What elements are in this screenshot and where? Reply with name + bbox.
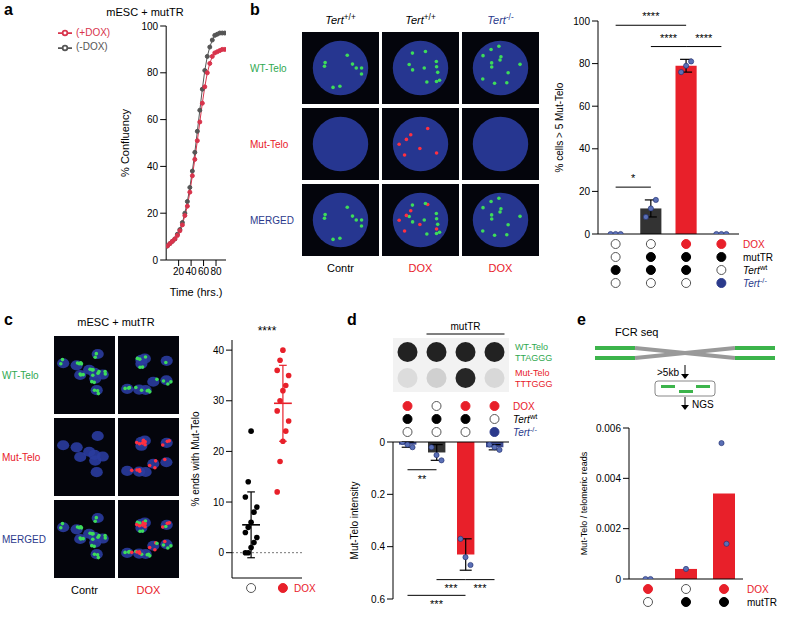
svg-text:WT-Telo: WT-Telo — [250, 63, 287, 74]
svg-text:DOX: DOX — [294, 583, 316, 594]
svg-text:MERGED: MERGED — [2, 534, 46, 545]
svg-text:mutTR: mutTR — [747, 597, 777, 608]
svg-text:Tert+/+: Tert+/+ — [405, 13, 436, 26]
svg-text:0: 0 — [615, 574, 621, 585]
html-text:c: c — [4, 311, 13, 328]
svg-text:80: 80 — [210, 266, 222, 277]
svg-text:FCR seq: FCR seq — [615, 326, 658, 338]
svg-text:mutTR: mutTR — [743, 252, 773, 263]
svg-text:40: 40 — [213, 345, 225, 356]
svg-text:100: 100 — [141, 22, 158, 32]
svg-text:Tert-/-: Tert-/- — [487, 13, 514, 26]
svg-text:40: 40 — [579, 143, 591, 154]
svg-text:DOX: DOX — [743, 239, 765, 250]
svg-text:***: *** — [474, 582, 488, 594]
html-text:e: e — [577, 311, 586, 328]
svg-text:*: * — [631, 172, 636, 184]
svg-text:0.6: 0.6 — [371, 594, 385, 605]
svg-text:DOX: DOX — [747, 584, 769, 595]
svg-text:80: 80 — [579, 58, 591, 69]
svg-text:****: **** — [642, 10, 660, 22]
svg-text:DOX: DOX — [409, 262, 434, 274]
svg-text:****: **** — [695, 32, 713, 44]
svg-text:0: 0 — [218, 547, 224, 558]
svg-text:0: 0 — [379, 437, 385, 448]
svg-text:% cells > 5 Mut-Telo: % cells > 5 Mut-Telo — [554, 82, 565, 172]
svg-text:Mut-TeloTTTGGG: Mut-TeloTTTGGG — [515, 368, 553, 389]
html-text:(+DOX): (+DOX) — [76, 27, 111, 38]
svg-text:Contr: Contr — [327, 262, 354, 274]
svg-text:>5kb: >5kb — [657, 367, 679, 378]
svg-text:***: *** — [430, 598, 444, 610]
svg-text:NGS: NGS — [692, 399, 714, 410]
svg-text:20: 20 — [173, 266, 185, 277]
svg-text:0: 0 — [153, 255, 159, 266]
svg-text:Tert+/+: Tert+/+ — [325, 13, 356, 26]
svg-text:60: 60 — [579, 101, 591, 112]
svg-text:0: 0 — [584, 229, 590, 240]
svg-text:DOX: DOX — [513, 401, 535, 412]
svg-text:Time (hrs.): Time (hrs.) — [170, 286, 223, 298]
svg-text:Mut-Telo: Mut-Telo — [250, 139, 289, 150]
svg-text:100: 100 — [573, 16, 590, 27]
svg-text:WT-Telo: WT-Telo — [2, 370, 39, 381]
html-text:b: b — [250, 1, 260, 18]
svg-text:Mut-Telo / telomeric reads: Mut-Telo / telomeric reads — [579, 451, 589, 555]
svg-text:80: 80 — [147, 67, 159, 78]
svg-text:40: 40 — [186, 266, 198, 277]
svg-text:10: 10 — [213, 497, 225, 508]
svg-text:0.006: 0.006 — [596, 423, 621, 434]
svg-text:60: 60 — [198, 266, 210, 277]
svg-text:0.004: 0.004 — [596, 473, 621, 484]
svg-text:60: 60 — [147, 114, 159, 125]
svg-text:Mut-Telo: Mut-Telo — [2, 452, 41, 463]
svg-text:***: *** — [445, 582, 459, 594]
svg-text:Tert-/-: Tert-/- — [743, 276, 767, 289]
svg-text:20: 20 — [579, 186, 591, 197]
svg-text:MERGED: MERGED — [250, 215, 294, 226]
svg-text:20: 20 — [213, 446, 225, 457]
svg-text:Mut-Telo intensity: Mut-Telo intensity — [349, 482, 360, 560]
html-text:d: d — [347, 311, 357, 328]
svg-text:****: **** — [258, 324, 277, 338]
svg-text:% ends with Mut-Telo: % ends with Mut-Telo — [190, 411, 201, 506]
svg-text:Tert-/-: Tert-/- — [513, 425, 537, 438]
svg-text:0.2: 0.2 — [371, 489, 385, 500]
svg-text:% Confluency: % Confluency — [119, 109, 131, 177]
svg-text:mutTR: mutTR — [451, 321, 481, 332]
svg-text:WT-TeloTTAGGG: WT-TeloTTAGGG — [515, 342, 552, 363]
svg-text:0.4: 0.4 — [371, 541, 385, 552]
svg-text:Contr: Contr — [71, 584, 98, 596]
svg-text:DOX: DOX — [137, 584, 162, 596]
svg-text:****: **** — [660, 32, 678, 44]
svg-text:DOX: DOX — [489, 262, 514, 274]
svg-text:Tertwt: Tertwt — [743, 263, 768, 276]
svg-text:0.002: 0.002 — [596, 523, 621, 534]
svg-text:mESC + mutTR: mESC + mutTR — [77, 316, 154, 328]
html-text:mESC + mutTR: mESC + mutTR — [106, 6, 184, 18]
svg-text:40: 40 — [147, 161, 159, 172]
svg-text:**: ** — [418, 473, 427, 485]
svg-text:Tertwt: Tertwt — [513, 412, 538, 425]
svg-text:30: 30 — [213, 395, 225, 406]
html-text:a: a — [4, 1, 13, 18]
html-text:(-DOX): (-DOX) — [76, 41, 108, 53]
svg-text:20: 20 — [147, 208, 159, 219]
